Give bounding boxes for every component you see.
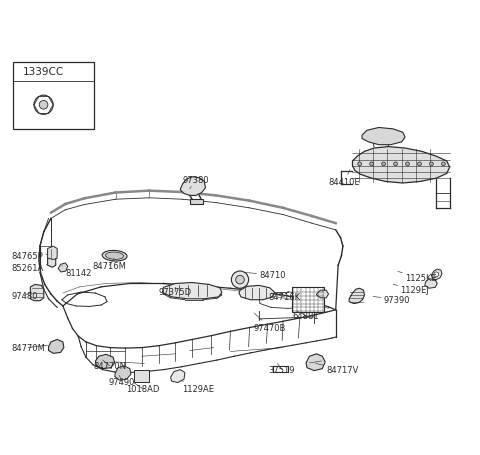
Polygon shape	[48, 247, 57, 260]
Polygon shape	[96, 354, 115, 369]
Circle shape	[382, 162, 385, 167]
Circle shape	[39, 101, 48, 110]
Circle shape	[370, 162, 373, 167]
Polygon shape	[352, 147, 450, 183]
Circle shape	[418, 162, 421, 167]
Text: 1125KE: 1125KE	[398, 272, 437, 282]
Text: 97380: 97380	[182, 175, 209, 189]
Text: 84710: 84710	[245, 271, 286, 280]
Ellipse shape	[102, 251, 127, 262]
Bar	[12, 63, 94, 130]
Polygon shape	[432, 269, 442, 280]
Polygon shape	[48, 256, 56, 268]
Text: 84770N: 84770N	[93, 360, 126, 370]
Polygon shape	[306, 354, 325, 371]
Text: 84716M: 84716M	[93, 259, 126, 270]
Circle shape	[434, 273, 439, 277]
Polygon shape	[115, 366, 131, 380]
Polygon shape	[317, 291, 328, 298]
Text: 84716K: 84716K	[269, 293, 301, 302]
Polygon shape	[180, 177, 205, 196]
Circle shape	[430, 162, 433, 167]
Polygon shape	[362, 128, 405, 145]
Circle shape	[406, 162, 409, 167]
Text: 97390: 97390	[373, 296, 410, 304]
Text: 1129AE: 1129AE	[180, 380, 215, 394]
Text: 97490: 97490	[108, 375, 135, 386]
Circle shape	[358, 162, 361, 167]
Circle shape	[442, 162, 445, 167]
Polygon shape	[30, 285, 44, 301]
Text: 84765P: 84765P	[11, 252, 48, 261]
Text: 97470B: 97470B	[253, 313, 286, 332]
Text: 85261A: 85261A	[11, 263, 48, 273]
Text: 84770M: 84770M	[11, 344, 48, 352]
Text: 84410E: 84410E	[328, 170, 360, 187]
Polygon shape	[349, 288, 364, 304]
Polygon shape	[58, 263, 68, 273]
Polygon shape	[170, 370, 185, 383]
Bar	[292, 288, 324, 313]
Text: 84717V: 84717V	[316, 364, 359, 374]
Ellipse shape	[106, 253, 124, 260]
Text: 1129EJ: 1129EJ	[393, 285, 429, 294]
Polygon shape	[239, 286, 275, 300]
Circle shape	[236, 276, 244, 284]
Polygon shape	[425, 279, 437, 288]
Circle shape	[231, 272, 249, 288]
Text: 1339CC: 1339CC	[23, 67, 64, 77]
Circle shape	[394, 162, 397, 167]
Text: 97375D: 97375D	[158, 288, 192, 297]
Bar	[134, 370, 149, 382]
Text: 97480: 97480	[11, 291, 38, 300]
Polygon shape	[48, 340, 64, 354]
Bar	[190, 200, 203, 205]
Text: 64881: 64881	[293, 311, 319, 320]
Text: 81142: 81142	[62, 266, 92, 278]
Text: 37519: 37519	[269, 364, 295, 374]
Circle shape	[34, 96, 53, 115]
Polygon shape	[162, 283, 222, 299]
Text: 1018AD: 1018AD	[126, 383, 159, 394]
